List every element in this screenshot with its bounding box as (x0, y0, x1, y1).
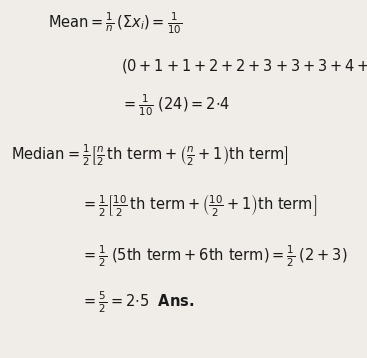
Text: $= \frac{1}{2}\left[\frac{10}{2}\,\mathrm{th\ term} + \left(\frac{10}{2} + 1\rig: $= \frac{1}{2}\left[\frac{10}{2}\,\mathr… (81, 193, 317, 219)
Text: $= \frac{1}{10}\;(24) = 2{\cdot}4$: $= \frac{1}{10}\;(24) = 2{\cdot}4$ (121, 93, 230, 118)
Text: $\mathrm{Mean} = \frac{1}{n}\,(\Sigma x_i) = \frac{1}{10}$: $\mathrm{Mean} = \frac{1}{n}\,(\Sigma x_… (48, 11, 182, 36)
Text: $\mathrm{Median} = \frac{1}{2}\left[\frac{n}{2}\,\mathrm{th\ term} + \left(\frac: $\mathrm{Median} = \frac{1}{2}\left[\fra… (11, 143, 289, 168)
Text: $= \frac{5}{2} = 2{\cdot}5$  $\mathbf{Ans.}$: $= \frac{5}{2} = 2{\cdot}5$ $\mathbf{Ans… (81, 290, 194, 315)
Text: $= \frac{1}{2}\;(\mathrm{5th\ term} + \mathrm{6th\ term}) = \frac{1}{2}\;(2 + 3): $= \frac{1}{2}\;(\mathrm{5th\ term} + \m… (81, 243, 347, 268)
Text: $(0 + 1 + 1 + 2 + 2 + 3 + 3 + 3 + 4 + 5)$: $(0 + 1 + 1 + 2 + 2 + 3 + 3 + 3 + 4 + 5)… (121, 57, 367, 75)
